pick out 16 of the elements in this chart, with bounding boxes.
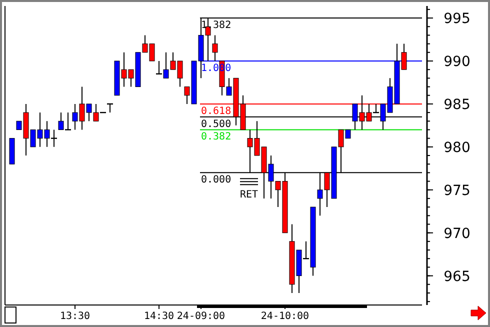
- y-tick-label: 985: [444, 96, 470, 113]
- x-tick-label: 24-10:00: [260, 311, 310, 322]
- annotation: 0.618: [201, 106, 232, 117]
- annotation: 0.500: [201, 118, 232, 130]
- y-tick-label: 990: [444, 54, 470, 70]
- x-tick-label: 24-09:00: [176, 311, 226, 322]
- annotation: 0.382: [201, 132, 232, 143]
- y-tick-label: 995: [444, 11, 470, 28]
- y-tick-label: 970: [444, 226, 470, 242]
- annotation: RET: [240, 190, 258, 201]
- x-tick-label: 13:30: [60, 311, 90, 322]
- y-tick-label: 975: [444, 182, 470, 199]
- x-tick-label: 14:30: [144, 311, 174, 322]
- y-tick-label: 965: [444, 268, 470, 285]
- y-tick-label: 980: [444, 140, 470, 156]
- annotation: 0.000: [201, 174, 232, 186]
